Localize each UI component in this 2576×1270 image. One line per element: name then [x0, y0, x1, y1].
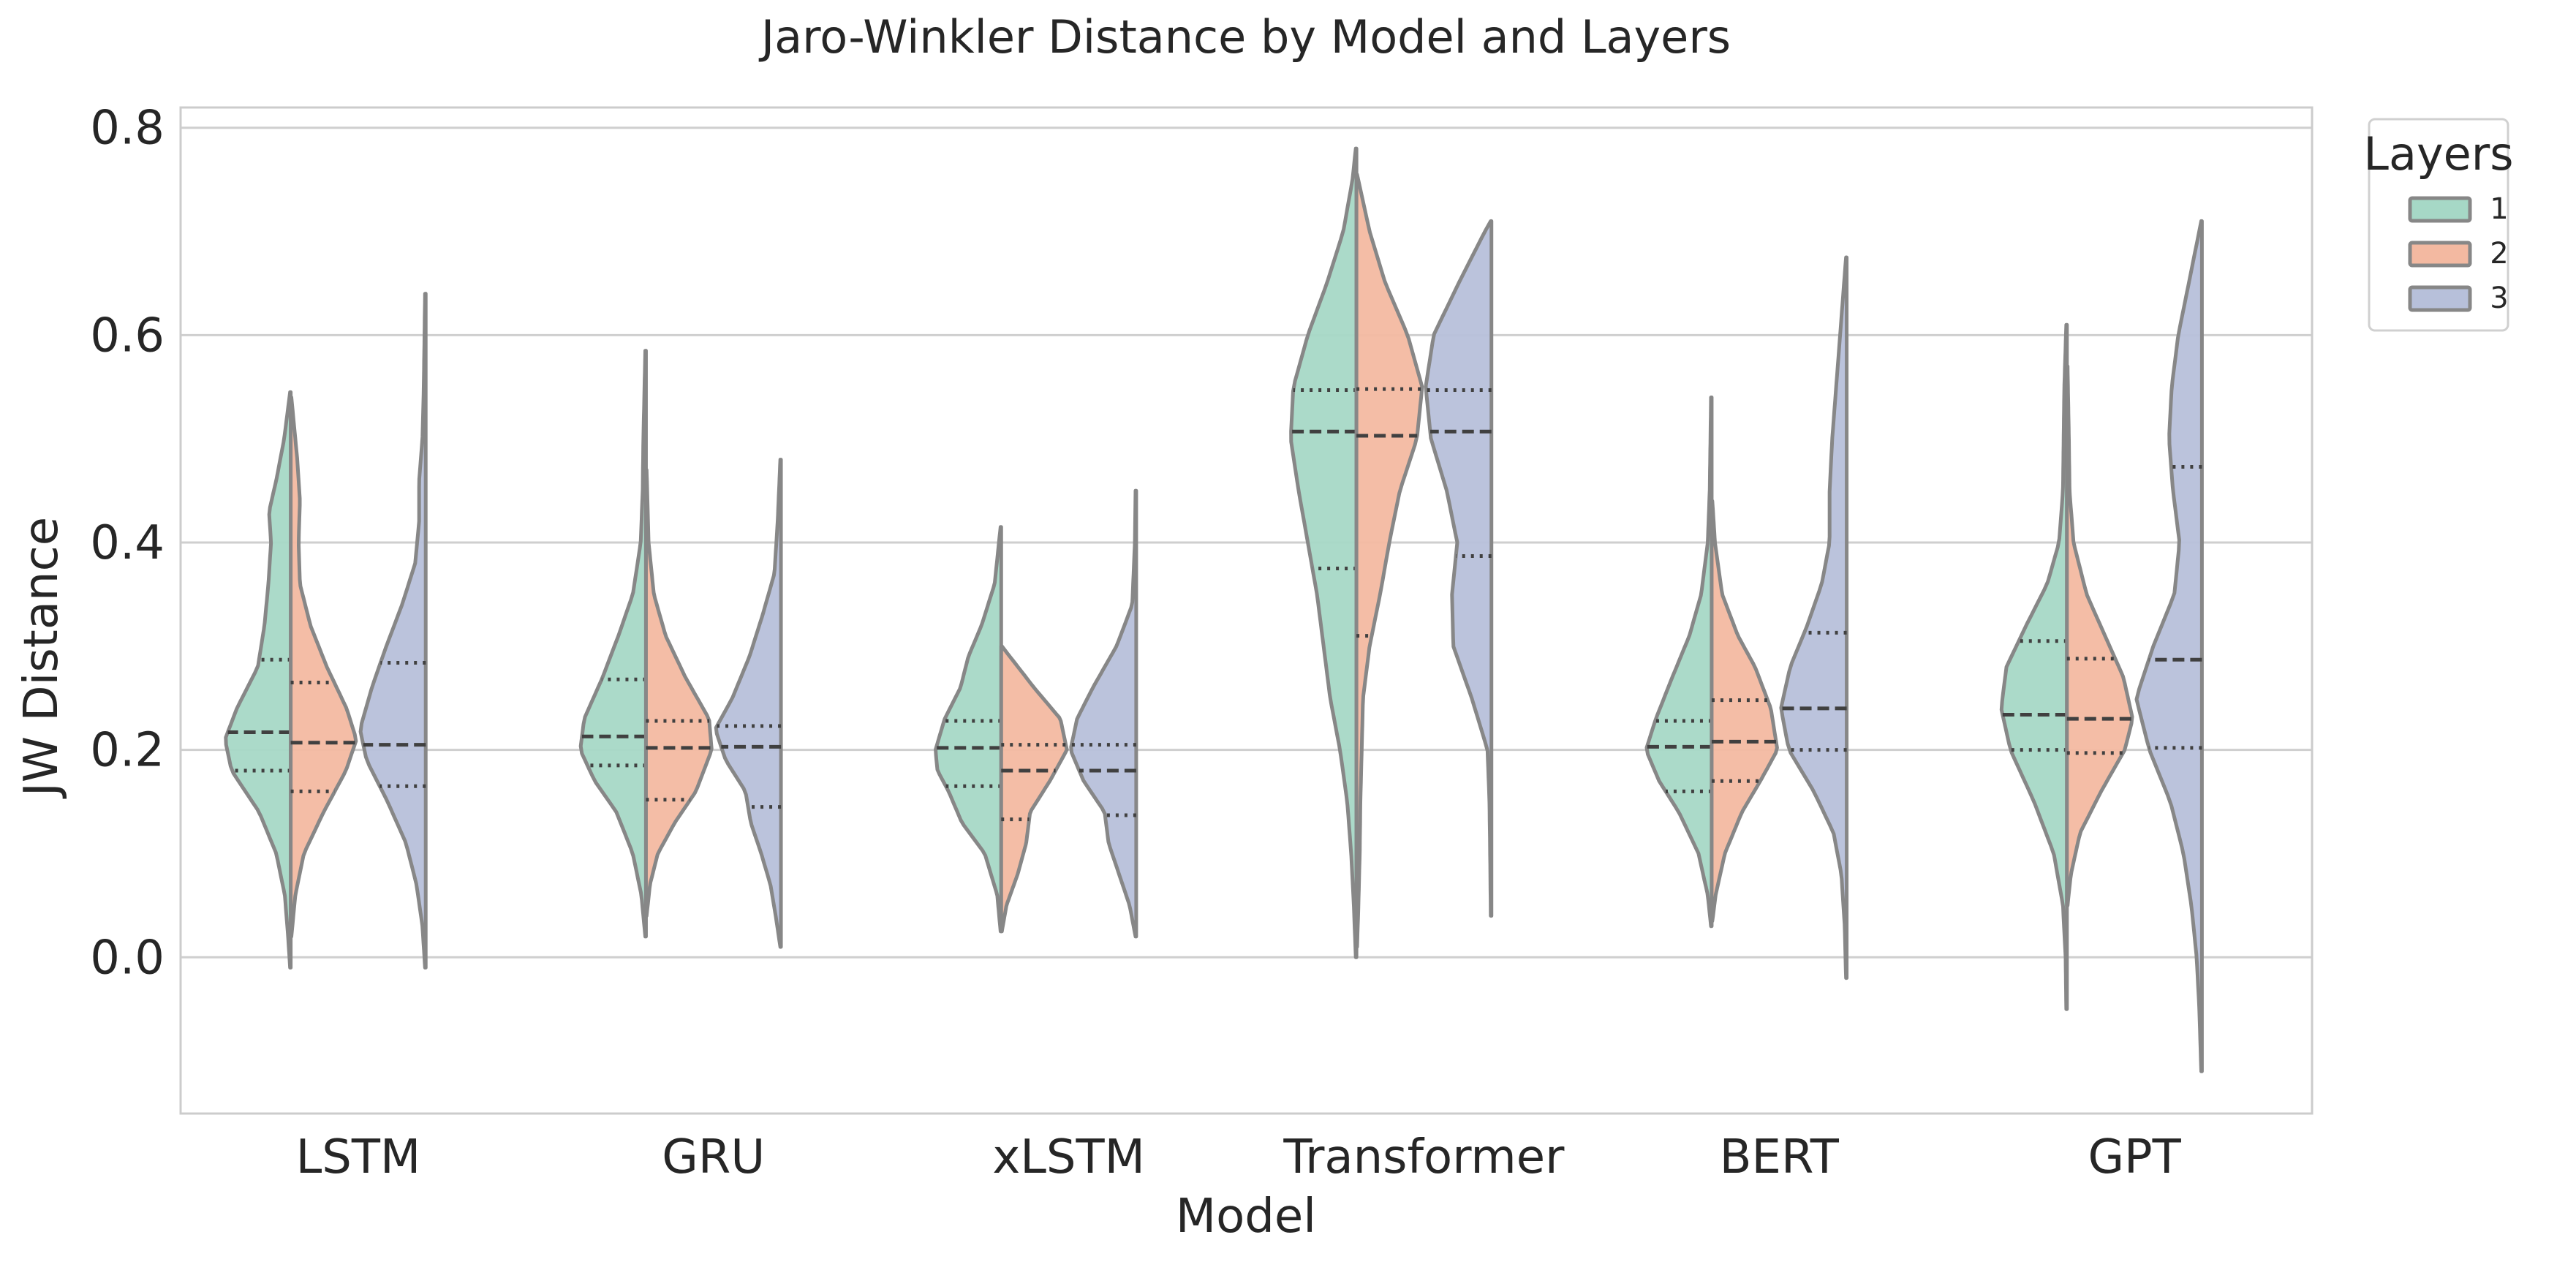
violin-lstm-layer-2 [289, 395, 358, 939]
violin-transformer-layer-1 [1289, 146, 1359, 959]
violin-xlstm-layer-2 [999, 644, 1069, 934]
violin-gpt-layer-1 [1999, 322, 2069, 1011]
violin-xlstm-layer-3 [1069, 488, 1138, 939]
y-tick-label: 0.6 [90, 309, 165, 363]
y-axis-ticks: 0.0 0.2 0.4 0.6 0.8 [90, 102, 165, 986]
violin-layer [224, 146, 2204, 1073]
plot-frame [179, 106, 2314, 1115]
y-axis-label: JW Distance [15, 517, 69, 799]
x-tick-label: GRU [662, 1130, 765, 1184]
violin-gru-layer-1 [578, 349, 648, 939]
x-axis-label: Model [1176, 1190, 1316, 1244]
violin-lstm-layer-3 [358, 292, 428, 969]
violin-xlstm-layer-1 [934, 525, 1003, 934]
legend-label-3: 3 [2490, 281, 2508, 315]
x-axis-ticks: LSTM GRU xLSTM Transformer BERT GPT [296, 1130, 2182, 1184]
legend-box [2368, 118, 2509, 332]
violin-bert-layer-1 [1644, 395, 1714, 929]
y-tick-label: 0.4 [90, 516, 165, 570]
x-tick-label: xLSTM [992, 1130, 1144, 1184]
x-tick-label: GPT [2088, 1130, 2181, 1184]
y-tick-label: 0.2 [90, 724, 165, 778]
legend-title: Layers [2363, 127, 2513, 181]
y-tick-label: 0.8 [90, 102, 165, 156]
violin-transformer-layer-2 [1354, 173, 1424, 949]
legend-label-1: 1 [2490, 192, 2508, 226]
legend: Layers 1 2 3 [2363, 118, 2514, 332]
violin-gpt-layer-3 [2134, 219, 2204, 1073]
chart-title: Jaro-Winkler Distance by Model and Layer… [758, 10, 1731, 64]
x-tick-label: LSTM [296, 1130, 421, 1184]
violin-bert-layer-3 [1779, 255, 1849, 980]
x-tick-label: BERT [1720, 1130, 1840, 1184]
violin-transformer-layer-3 [1424, 219, 1494, 918]
x-tick-label: Transformer [1283, 1130, 1565, 1184]
violin-gru-layer-3 [714, 458, 783, 949]
legend-swatch-2 [2408, 241, 2472, 268]
legend-swatch-3 [2408, 285, 2472, 312]
y-tick-label: 0.0 [90, 931, 165, 985]
violin-gpt-layer-2 [2065, 364, 2134, 907]
violin-gru-layer-2 [643, 468, 714, 918]
violin-bert-layer-2 [1710, 499, 1779, 923]
legend-label-2: 2 [2490, 237, 2508, 271]
legend-swatch-1 [2408, 196, 2472, 223]
violin-lstm-layer-1 [224, 390, 293, 969]
grid-layer [181, 126, 2312, 959]
